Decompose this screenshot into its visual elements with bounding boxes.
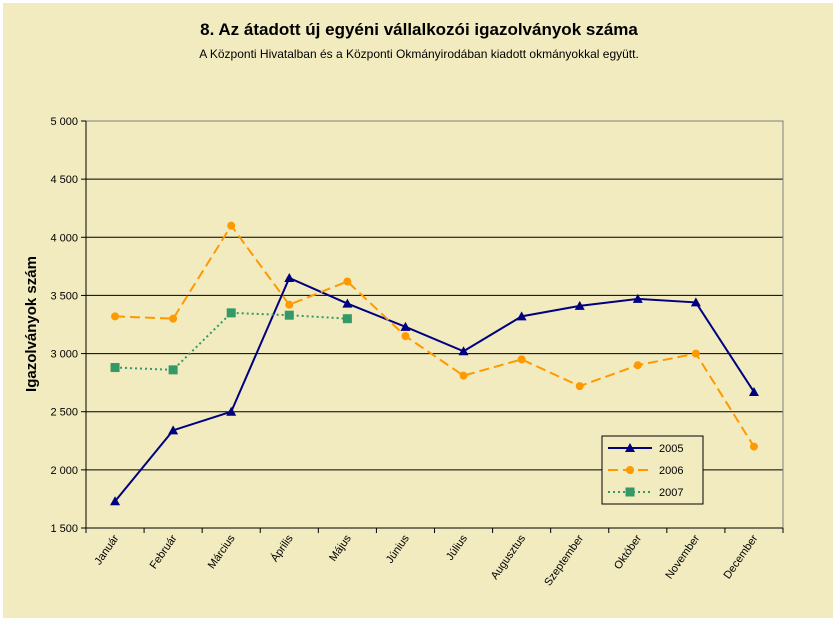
y-tick-label: 2 000: [50, 465, 78, 477]
data-point-2006: [691, 349, 700, 358]
data-point-2005: [458, 346, 469, 356]
x-tick-label: Június: [384, 532, 412, 565]
data-point-2006: [401, 332, 410, 341]
data-point-2006: [749, 442, 758, 451]
y-tick-label: 4 000: [50, 232, 78, 244]
data-point-2007: [110, 363, 120, 373]
x-tick-label: Április: [268, 532, 296, 564]
data-point-2005: [632, 293, 643, 303]
legend-marker-2006: [626, 466, 634, 474]
chart-title: 8. Az átadott új egyéni vállalkozói igaz…: [200, 20, 638, 39]
legend-label-2007: 2007: [659, 487, 683, 499]
data-point-2005: [168, 425, 179, 435]
data-point-2006: [227, 221, 236, 230]
series-line-2007: [115, 311, 348, 371]
data-point-2005: [284, 272, 295, 282]
data-point-2005: [516, 311, 527, 321]
x-tick-label: Július: [444, 532, 470, 562]
x-tick-label: Február: [148, 533, 180, 572]
legend: 2005 2006 2007: [601, 435, 704, 505]
data-point-2007: [168, 365, 178, 375]
data-point-2006: [459, 371, 468, 380]
data-point-2007: [284, 310, 294, 320]
data-point-2005: [226, 406, 237, 416]
gridlines: [86, 120, 783, 471]
y-axis-label: Igazolványok szám: [23, 256, 40, 392]
data-point-2006: [111, 312, 120, 321]
data-point-2007: [226, 308, 236, 318]
data-point-2006: [517, 355, 526, 364]
x-tick-label: November: [663, 533, 702, 582]
y-tick-label: 4 500: [50, 174, 78, 186]
series-group: [110, 221, 759, 506]
data-point-2006: [343, 277, 352, 286]
data-point-2005: [400, 321, 411, 331]
x-axis: Január Február Március Április Május Június Jú…: [85, 527, 784, 589]
legend-label-2005: 2005: [659, 443, 683, 455]
data-point-2006: [285, 300, 294, 309]
data-point-2006: [575, 382, 584, 391]
x-tick-label: Augusztus: [489, 532, 529, 581]
data-point-2005: [748, 386, 759, 396]
x-tick-label: Október: [612, 533, 644, 572]
chart-background: [3, 3, 833, 618]
legend-marker-2005: [625, 443, 635, 452]
data-point-2005: [342, 298, 353, 308]
series-2007: [110, 308, 352, 375]
chart-subtitle: A Központi Hivatalban és a Központi Okmá…: [199, 47, 639, 61]
data-point-2006: [169, 314, 178, 323]
data-point-2005: [690, 297, 701, 307]
data-point-2005: [574, 300, 585, 310]
x-tick-label: Szeptember: [542, 533, 586, 589]
legend-marker-2007: [625, 487, 635, 497]
data-point-2006: [633, 361, 642, 370]
y-tick-label: 5 000: [50, 116, 78, 128]
y-tick-label: 3 000: [50, 349, 78, 361]
y-tick-label: 1 500: [50, 523, 78, 535]
legend-label-2006: 2006: [659, 465, 683, 477]
x-tick-label: Január: [92, 533, 121, 568]
x-tick-label: Május: [327, 532, 354, 563]
x-tick-label: December: [721, 533, 760, 582]
series-line-2005: [114, 276, 755, 502]
data-point-2007: [342, 314, 352, 324]
x-tick-label: Március: [206, 532, 238, 571]
y-tick-label: 2 500: [50, 407, 78, 419]
y-tick-label: 3 500: [50, 290, 78, 302]
series-line-2006: [115, 223, 755, 448]
series-2005: [110, 272, 759, 506]
y-axis: 1 500 2 000 2 500 3 000 3 500 4 000 4 500 5 000: [50, 116, 87, 535]
data-point-2005: [110, 496, 121, 506]
series-2006: [111, 221, 758, 451]
